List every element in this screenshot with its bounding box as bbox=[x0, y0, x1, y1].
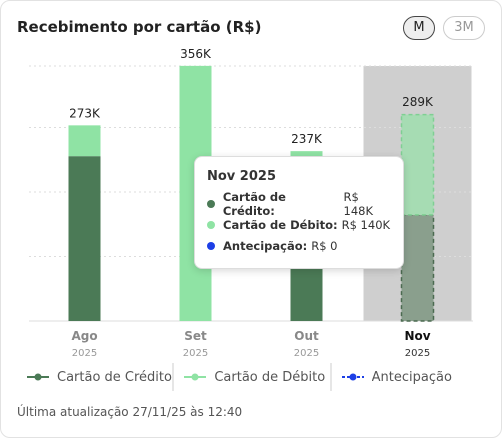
tooltip-label: Cartão de Débito: bbox=[223, 217, 338, 232]
tooltip-dot bbox=[207, 220, 215, 229]
bar-segment bbox=[400, 113, 435, 216]
legend-dot bbox=[34, 373, 42, 381]
bar-segment bbox=[68, 125, 101, 157]
legend: Cartão de Crédito Cartão de Débito Antecip… bbox=[17, 363, 487, 391]
footer: Última atualização 27/11/25 às 12:40 bbox=[17, 405, 243, 419]
tooltip-value: R$ 0 bbox=[311, 238, 338, 253]
legend-dot bbox=[191, 373, 199, 381]
period-button[interactable]: M bbox=[403, 16, 435, 40]
x-tick-year: 2025 bbox=[405, 348, 430, 359]
x-tick-label: Out bbox=[294, 329, 319, 343]
total-label: 273K bbox=[69, 106, 101, 120]
period-button[interactable]: 3M bbox=[443, 16, 485, 40]
tooltip: Nov 2025 Cartão de Crédito: R$ 148K Cartão… bbox=[194, 156, 404, 269]
tooltip-title: Nov 2025 bbox=[207, 169, 276, 184]
x-tick-year: 2025 bbox=[183, 348, 208, 359]
total-label: 356K bbox=[180, 47, 212, 61]
legend-dot bbox=[349, 373, 357, 381]
tooltip-row: Antecipação: R$ 0 bbox=[207, 235, 391, 256]
title: Recebimento por cartão (R$) bbox=[17, 18, 262, 36]
total-label: 237K bbox=[291, 132, 323, 146]
legend-item[interactable]: Antecipação bbox=[332, 363, 487, 391]
x-tick-label: Ago bbox=[71, 329, 97, 343]
bar-segment bbox=[68, 156, 101, 321]
tooltip-value: R$ 148K bbox=[343, 189, 374, 218]
x-tick-year: 2025 bbox=[72, 348, 97, 359]
tooltip-label: Cartão de Crédito: bbox=[222, 189, 286, 218]
legend-label: Cartão de Débito bbox=[214, 369, 326, 385]
tooltip-dot bbox=[207, 199, 215, 208]
tooltip-label: Antecipação: bbox=[223, 238, 308, 253]
bar-segment bbox=[400, 214, 435, 322]
legend-label: Antecipação bbox=[371, 369, 452, 385]
legend-swatch bbox=[184, 373, 207, 381]
tooltip-row: Cartão de Débito: R$ 140K bbox=[207, 214, 391, 235]
legend-item[interactable]: Cartão de Débito bbox=[174, 363, 332, 391]
legend-swatch bbox=[27, 373, 49, 381]
tooltip-dot bbox=[207, 241, 215, 250]
x-tick-label: Set bbox=[184, 329, 207, 343]
x-tick-label: Nov bbox=[404, 329, 430, 343]
legend-swatch bbox=[341, 373, 364, 381]
legend-label: Cartão de Crédito bbox=[57, 369, 172, 385]
tooltip-value: R$ 140K bbox=[341, 217, 391, 232]
total-label: 289K bbox=[402, 95, 434, 109]
x-tick-year: 2025 bbox=[294, 348, 319, 359]
tooltip-row: Cartão de Crédito: R$ 148K bbox=[207, 190, 391, 218]
legend-item[interactable]: Cartão de Crédito bbox=[17, 363, 175, 391]
